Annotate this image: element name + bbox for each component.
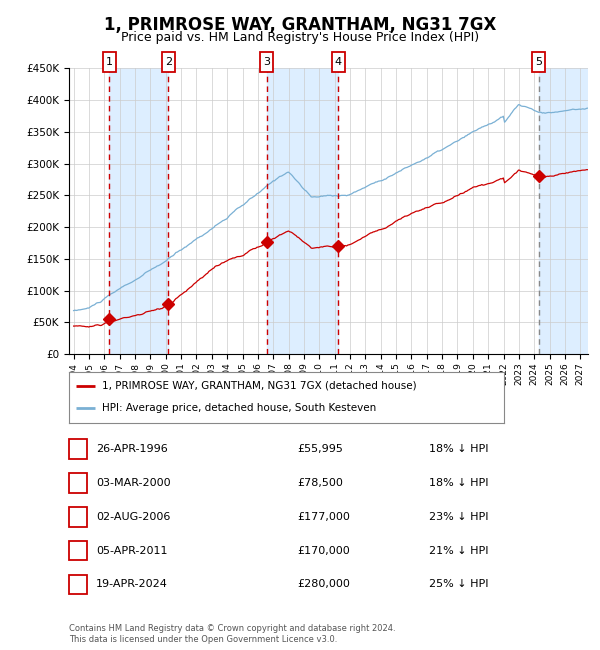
Text: 4: 4 [74,545,82,556]
Text: 4: 4 [335,57,342,67]
Text: 2: 2 [165,57,172,67]
Bar [539,68,588,354]
Text: 2: 2 [74,478,82,488]
Text: £177,000: £177,000 [297,512,350,522]
Text: Price paid vs. HM Land Registry's House Price Index (HPI): Price paid vs. HM Land Registry's House … [121,31,479,44]
Text: 18% ↓ HPI: 18% ↓ HPI [429,478,488,488]
Text: 5: 5 [74,579,82,590]
Text: 1: 1 [74,444,82,454]
Text: 25% ↓ HPI: 25% ↓ HPI [429,579,488,590]
Text: £280,000: £280,000 [297,579,350,590]
Text: 1, PRIMROSE WAY, GRANTHAM, NG31 7GX (detached house): 1, PRIMROSE WAY, GRANTHAM, NG31 7GX (det… [101,381,416,391]
Text: Contains HM Land Registry data © Crown copyright and database right 2024.
This d: Contains HM Land Registry data © Crown c… [69,624,395,644]
Text: £55,995: £55,995 [297,444,343,454]
Bar [267,68,338,354]
Text: 3: 3 [74,512,82,522]
Bar [109,68,169,354]
Text: 03-MAR-2000: 03-MAR-2000 [96,478,170,488]
Text: £78,500: £78,500 [297,478,343,488]
Text: 19-APR-2024: 19-APR-2024 [96,579,168,590]
Text: HPI: Average price, detached house, South Kesteven: HPI: Average price, detached house, Sout… [101,403,376,413]
Text: 02-AUG-2006: 02-AUG-2006 [96,512,170,522]
Text: £170,000: £170,000 [297,545,350,556]
Text: 5: 5 [535,57,542,67]
Text: 05-APR-2011: 05-APR-2011 [96,545,167,556]
Text: 1, PRIMROSE WAY, GRANTHAM, NG31 7GX: 1, PRIMROSE WAY, GRANTHAM, NG31 7GX [104,16,496,34]
Text: 21% ↓ HPI: 21% ↓ HPI [429,545,488,556]
Text: 23% ↓ HPI: 23% ↓ HPI [429,512,488,522]
Text: 26-APR-1996: 26-APR-1996 [96,444,168,454]
Text: 3: 3 [263,57,270,67]
Text: 1: 1 [106,57,113,67]
Text: 18% ↓ HPI: 18% ↓ HPI [429,444,488,454]
